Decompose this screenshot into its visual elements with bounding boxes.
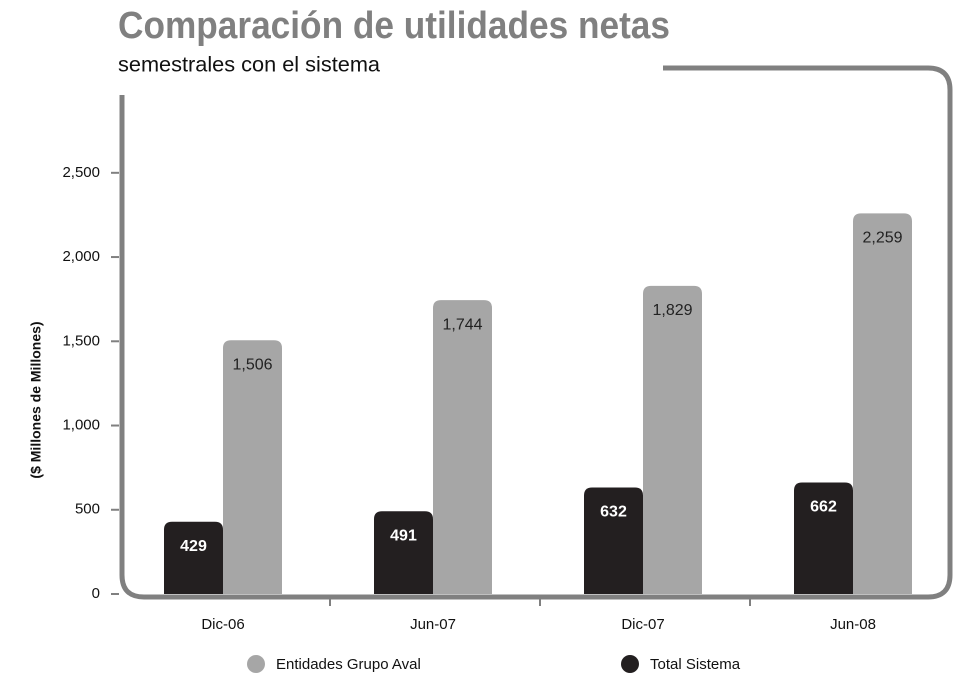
y-tick-label: 2,500 xyxy=(62,164,100,181)
chart-title: Comparación de utilidades netas xyxy=(118,5,670,47)
bar xyxy=(164,521,223,594)
data-label: 429 xyxy=(180,538,207,555)
legend-swatch xyxy=(621,655,639,673)
plot-frame xyxy=(119,65,953,600)
legend-label: Total Sistema xyxy=(650,656,741,673)
x-tick-label: Dic-07 xyxy=(621,616,664,633)
y-tick-label: 1,500 xyxy=(62,332,100,349)
y-tick-label: 0 xyxy=(92,585,100,602)
y-axis-label: ($ Millones de Millones) xyxy=(28,321,44,478)
data-label: 662 xyxy=(810,499,837,516)
x-tick-label: Dic-06 xyxy=(201,616,244,633)
legend-label: Entidades Grupo Aval xyxy=(276,656,421,673)
bar xyxy=(643,285,702,594)
data-label: 1,744 xyxy=(442,316,482,333)
bar xyxy=(853,213,912,594)
y-tick-label: 1,000 xyxy=(62,416,100,433)
data-label: 2,259 xyxy=(862,230,902,247)
legend-swatch xyxy=(247,655,265,673)
y-tick-label: 500 xyxy=(75,501,100,518)
chart-subtitle: semestrales con el sistema xyxy=(118,54,380,77)
x-tick-label: Jun-08 xyxy=(830,616,876,633)
bar xyxy=(584,487,643,594)
data-label: 1,829 xyxy=(652,302,692,319)
x-tick-label: Jun-07 xyxy=(410,616,456,633)
data-label: 1,506 xyxy=(232,356,272,373)
bar xyxy=(794,482,853,594)
y-tick-label: 2,000 xyxy=(62,248,100,265)
bar xyxy=(374,511,433,594)
data-label: 491 xyxy=(390,527,417,544)
bar xyxy=(223,340,282,594)
data-label: 632 xyxy=(600,504,627,521)
bar xyxy=(433,300,492,594)
